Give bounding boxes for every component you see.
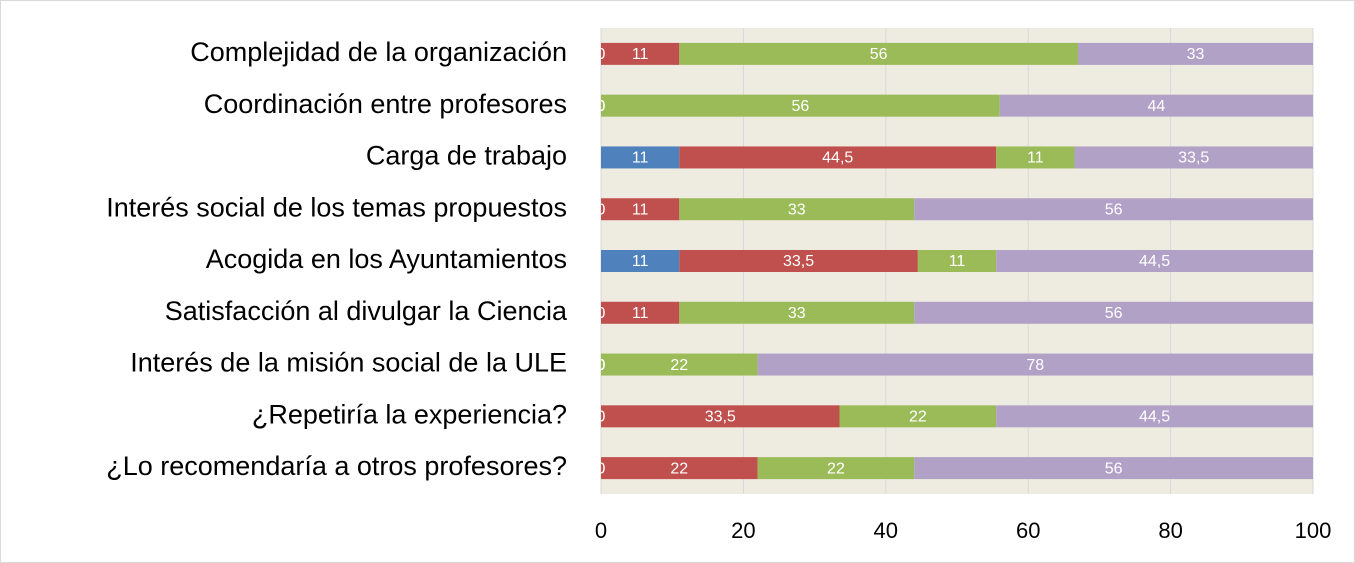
- bar-segment: [914, 198, 1313, 221]
- x-tick-label: 100: [1295, 518, 1332, 543]
- data-label: 0: [597, 460, 606, 477]
- data-label: 0: [597, 98, 606, 115]
- category-label: Satisfacción al divulgar la Ciencia: [165, 296, 568, 326]
- category-label: Coordinación entre profesores: [204, 89, 567, 119]
- data-label: 0: [597, 357, 606, 374]
- bar-segment: [914, 301, 1313, 324]
- category-label: ¿Lo recomendaría a otros profesores?: [106, 451, 567, 481]
- data-label: 56: [791, 98, 809, 115]
- data-label: 0: [597, 409, 606, 426]
- bar-segment: [601, 353, 758, 376]
- bar-segment: [601, 250, 680, 272]
- data-label: 11: [632, 150, 649, 167]
- category-label: Interés de la misión social de la ULE: [130, 348, 567, 378]
- category-label: Interés social de los temas propuestos: [106, 192, 567, 222]
- data-label: 22: [670, 357, 688, 374]
- data-label: 0: [597, 98, 606, 115]
- data-label: 33: [788, 201, 806, 218]
- data-label: 0: [597, 357, 606, 374]
- bar-segment: [679, 42, 1079, 65]
- bar-segment: [679, 301, 915, 324]
- data-label: 22: [670, 460, 688, 477]
- bar-segment: [679, 250, 918, 272]
- data-label: 0: [597, 305, 606, 322]
- data-label: 44,5: [1139, 409, 1170, 426]
- data-label: 11: [632, 201, 649, 218]
- data-label: 78: [1026, 357, 1044, 374]
- bar-segment: [679, 146, 997, 169]
- x-tick-label: 80: [1158, 518, 1182, 543]
- category-label: Carga de trabajo: [366, 141, 567, 171]
- data-label: 33,5: [705, 409, 736, 426]
- data-label: 44: [1147, 98, 1165, 115]
- bar-segment: [914, 457, 1313, 480]
- x-tick-label: 20: [731, 518, 755, 543]
- bar-segment: [1074, 146, 1313, 169]
- bar-segment: [601, 146, 680, 169]
- data-label: 22: [909, 409, 927, 426]
- bar-segment: [757, 353, 1313, 376]
- bar-segment: [601, 405, 840, 428]
- bar-segment: [601, 457, 758, 480]
- x-tick-label: 0: [595, 518, 607, 543]
- bar-segment: [917, 250, 997, 272]
- data-label: 11: [632, 46, 649, 63]
- data-label: 11: [632, 305, 649, 322]
- bar-segment: [996, 250, 1313, 272]
- data-label: 0: [597, 46, 606, 63]
- data-label: 44,5: [1139, 253, 1170, 270]
- x-tick-label: 60: [1016, 518, 1040, 543]
- bar-segment: [757, 457, 915, 480]
- data-label: 11: [1027, 150, 1044, 167]
- data-label: 22: [827, 460, 845, 477]
- data-label: 33: [1187, 46, 1205, 63]
- data-label: 33,5: [1178, 150, 1209, 167]
- x-tick-label: 40: [874, 518, 898, 543]
- data-label: 56: [1105, 460, 1123, 477]
- data-label: 56: [1105, 305, 1123, 322]
- data-label: 44,5: [822, 150, 853, 167]
- category-label: Complejidad de la organización: [190, 37, 567, 67]
- bar-segment: [839, 405, 997, 428]
- bar-segment: [1078, 42, 1313, 65]
- bar-segment: [601, 198, 680, 221]
- data-label: 56: [1105, 201, 1123, 218]
- data-label: 33,5: [783, 253, 814, 270]
- category-label: ¿Repetiría la experiencia?: [252, 399, 567, 429]
- data-label: 11: [949, 253, 966, 270]
- bar-segment: [601, 94, 1000, 117]
- bar-segment: [679, 198, 915, 221]
- category-label: Acogida en los Ayuntamientos: [206, 244, 567, 274]
- bar-segment: [601, 301, 680, 324]
- data-label: 33: [788, 305, 806, 322]
- bar-segment: [999, 94, 1313, 117]
- data-label: 11: [632, 253, 649, 270]
- bar-segment: [601, 42, 680, 65]
- data-label: 0: [597, 201, 606, 218]
- bar-segment: [996, 405, 1313, 428]
- data-label: 56: [870, 46, 888, 63]
- bar-segment: [996, 146, 1075, 169]
